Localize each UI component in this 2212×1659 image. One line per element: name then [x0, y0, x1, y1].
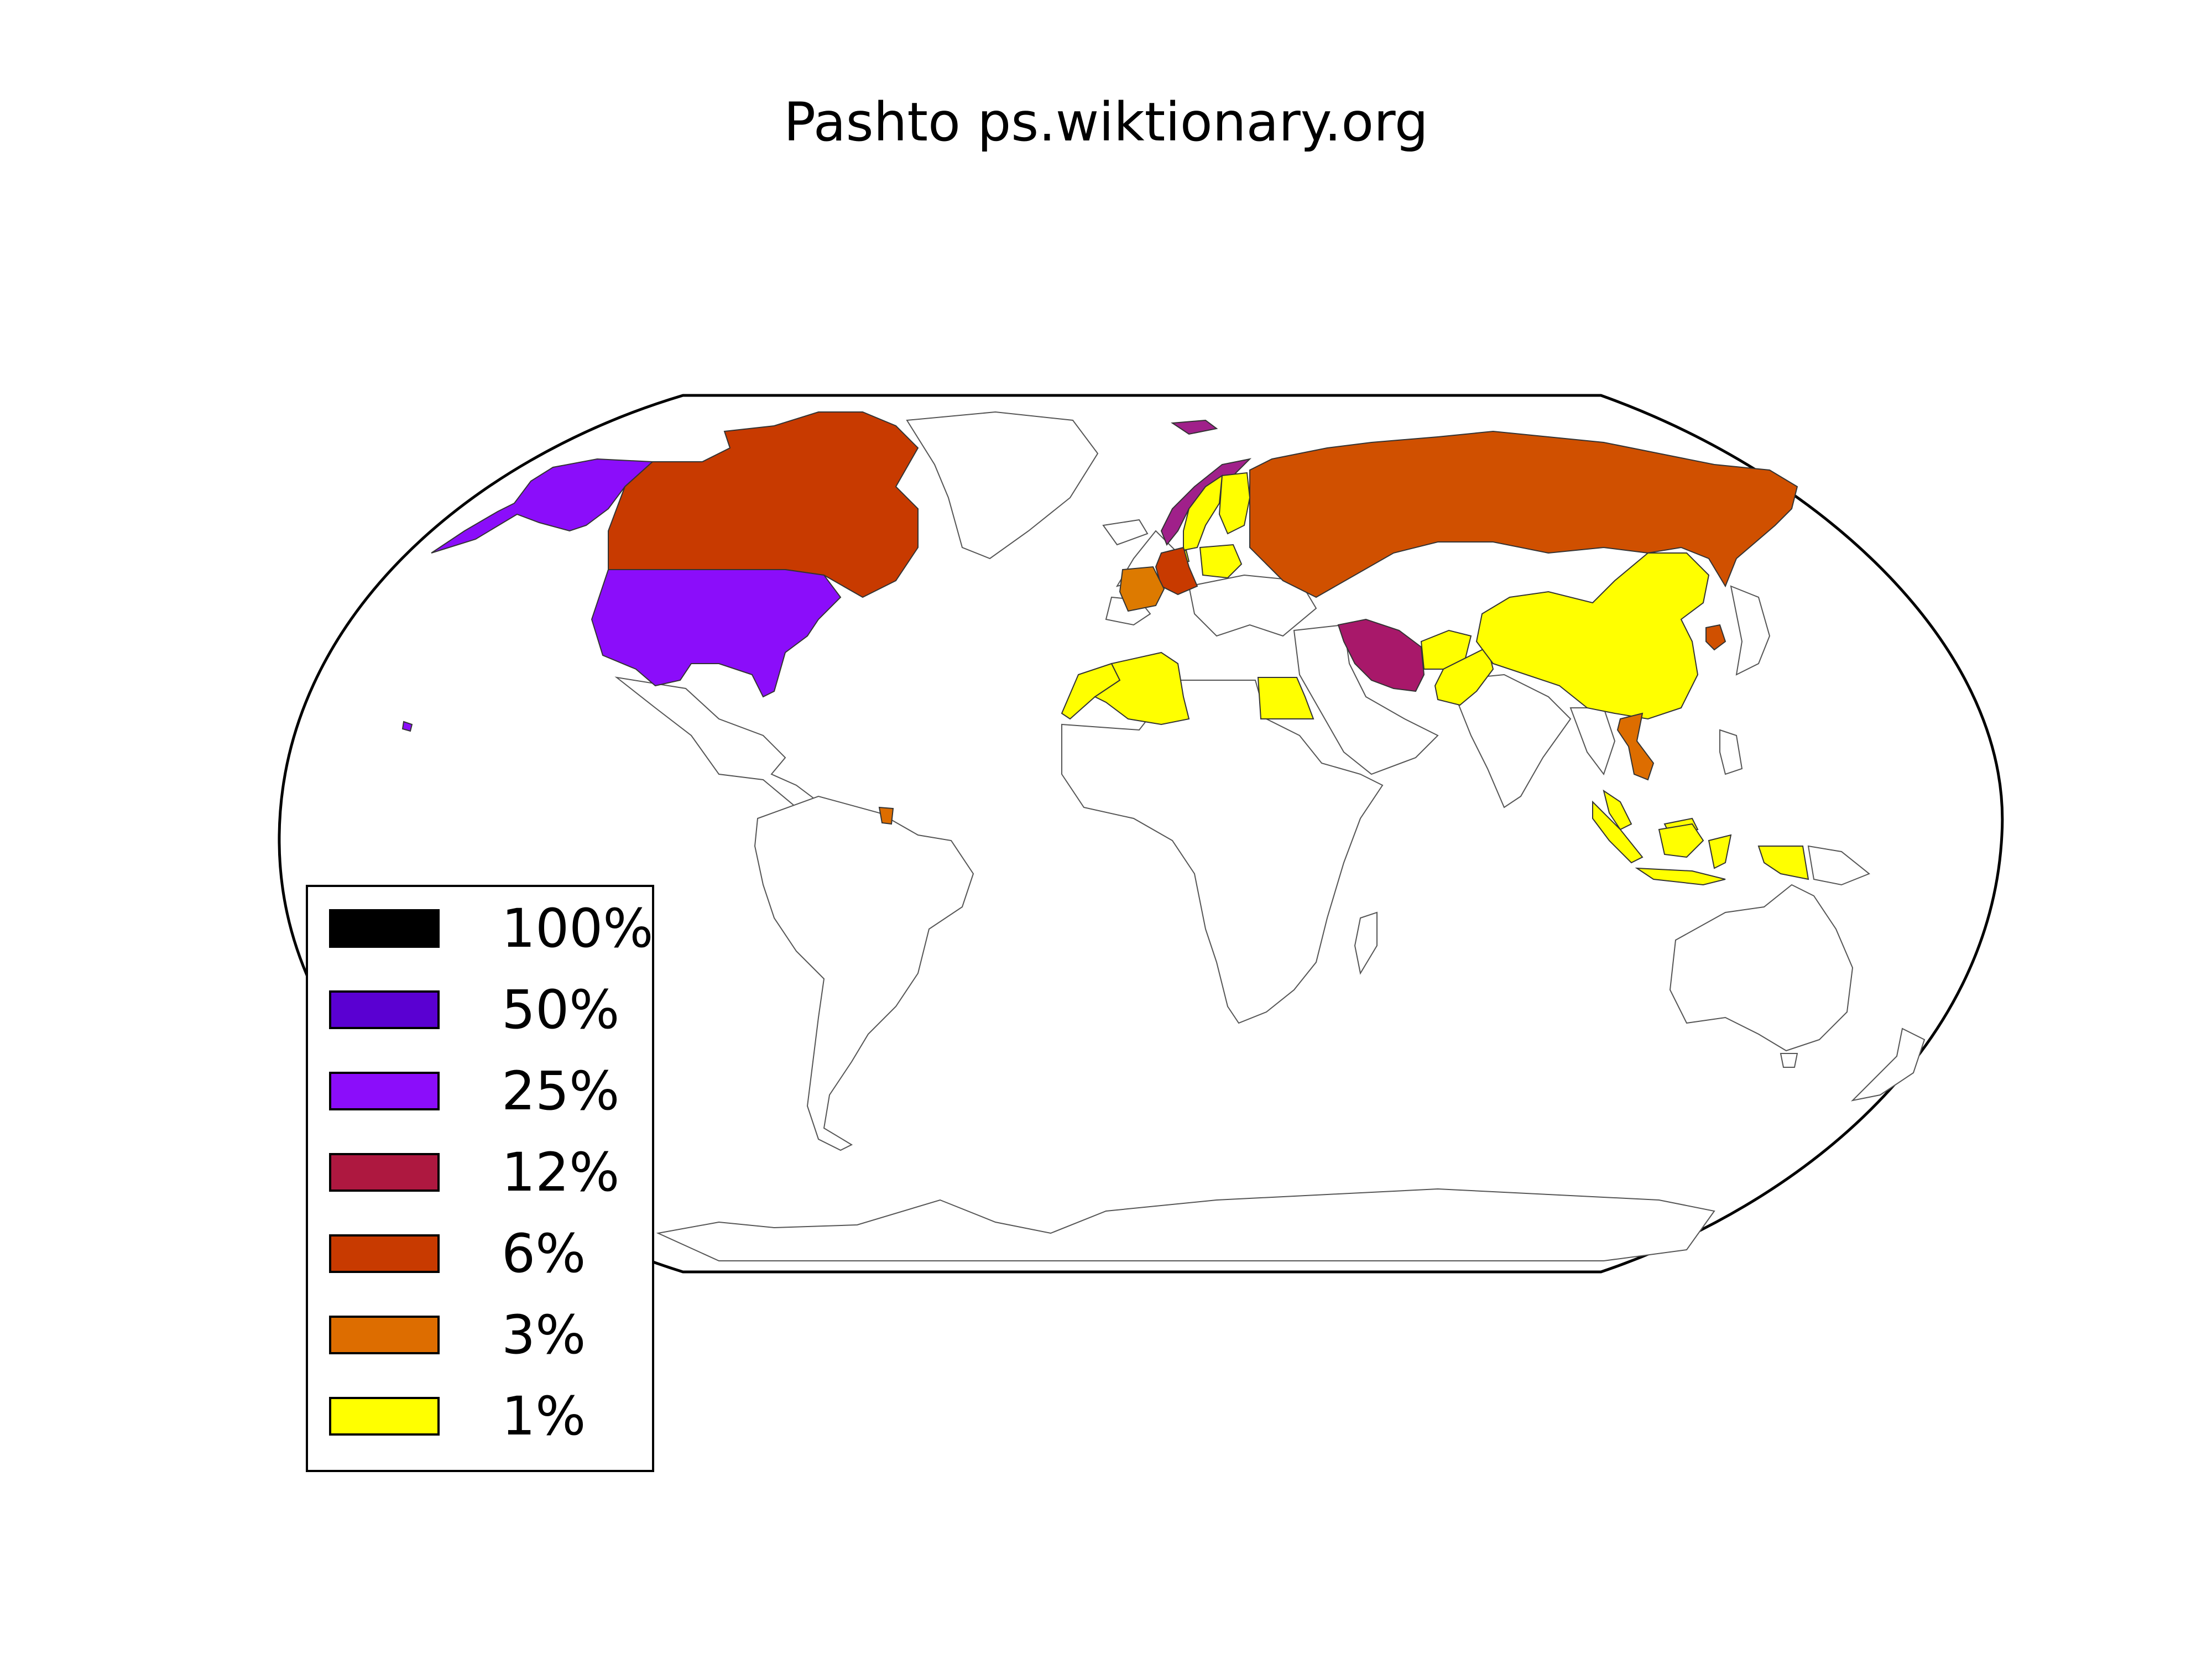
south-america: [754, 795, 974, 1151]
country-svalbard: [1171, 419, 1218, 435]
legend-swatch: [329, 990, 440, 1029]
country-china: [1475, 552, 1710, 720]
map-frame: [278, 394, 2004, 1274]
legend-label: 25%: [502, 1060, 620, 1122]
page-title: Pashto ps.wiktionary.org: [784, 91, 1428, 153]
country-pakistan: [1434, 646, 1494, 706]
country-usa: [591, 569, 842, 698]
legend-item: 6%: [329, 1212, 650, 1290]
legend-item: 25%: [329, 1050, 650, 1127]
legend-item: 50%: [329, 968, 650, 1046]
legend-label: 6%: [502, 1223, 586, 1285]
philippines: [1719, 729, 1743, 775]
country-indonesia: [1592, 800, 1809, 886]
country-sweden: [1183, 474, 1223, 551]
country-alaska: [431, 458, 654, 554]
country-iran: [1337, 618, 1425, 692]
legend-item: 12%: [329, 1131, 650, 1208]
country-south-korea: [1705, 624, 1726, 651]
legend-item: 1%: [329, 1375, 650, 1452]
unfilled-land: [614, 411, 1926, 1261]
tasmania: [1780, 1053, 1798, 1068]
country-egypt: [1257, 677, 1314, 719]
legend-swatch: [329, 1316, 440, 1354]
legend-label: 3%: [502, 1304, 586, 1366]
country-poland: [1199, 544, 1243, 579]
country-germany: [1155, 546, 1198, 596]
japan: [1730, 585, 1771, 676]
papua-new-guinea: [1807, 845, 1870, 886]
country-vietnam: [1616, 712, 1655, 781]
iceland: [1102, 519, 1149, 546]
country-russia: [1249, 430, 1798, 598]
country-algeria: [1094, 651, 1190, 726]
country-france: [1119, 566, 1165, 612]
new-zealand: [1850, 1027, 1926, 1102]
filled-countries: [401, 411, 1809, 886]
madagascar: [1354, 911, 1378, 975]
country-hawaii: [401, 721, 413, 732]
legend-swatch: [329, 909, 440, 948]
australia: [1669, 884, 1854, 1052]
legend-swatch: [329, 1153, 440, 1192]
legend: 100% 50% 25% 12% 6% 3% 1%: [306, 885, 654, 1472]
legend-label: 50%: [502, 979, 620, 1041]
middle-east: [1293, 624, 1439, 775]
legend-label: 12%: [502, 1141, 620, 1203]
legend-swatch: [329, 1397, 440, 1436]
legend-label: 100%: [502, 898, 654, 959]
country-finland: [1218, 472, 1251, 535]
country-french-guiana: [878, 806, 894, 825]
legend-label: 1%: [502, 1385, 586, 1447]
legend-swatch: [329, 1234, 440, 1273]
legend-swatch: [329, 1072, 440, 1110]
greenland: [906, 411, 1099, 560]
antarctica: [656, 1188, 1715, 1261]
legend-item: 100%: [329, 887, 654, 964]
mexico-central-america: [614, 676, 820, 808]
legend-item: 3%: [329, 1293, 650, 1371]
